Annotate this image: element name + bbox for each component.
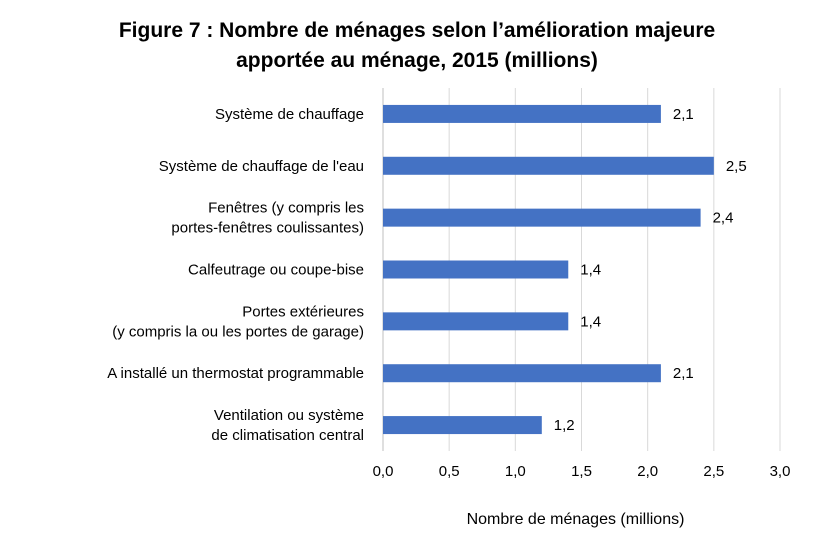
category-label: Système de chauffage bbox=[215, 106, 364, 123]
category-label: Fenêtres (y compris les portes-fenêtres c… bbox=[171, 200, 364, 237]
data-label: 2,1 bbox=[673, 106, 694, 123]
data-label: 2,4 bbox=[713, 210, 734, 227]
x-tick-label: 3,0 bbox=[770, 463, 791, 480]
category-labels: Système de chauffage Système de chauffage… bbox=[107, 106, 364, 444]
data-label: 1,4 bbox=[580, 313, 601, 330]
chart-title: Figure 7 : Nombre de ménages selon l’amé… bbox=[0, 16, 834, 76]
data-label: 2,1 bbox=[673, 365, 694, 382]
x-tick-label: 1,0 bbox=[505, 463, 526, 480]
x-tick-labels: 0,0 0,5 1,0 1,5 2,0 2,5 3,0 bbox=[373, 463, 791, 480]
category-label: Ventilation ou système de climatisation c… bbox=[211, 407, 364, 444]
x-tick-label: 1,5 bbox=[571, 463, 592, 480]
data-label: 1,2 bbox=[554, 417, 575, 434]
bar bbox=[383, 156, 714, 175]
gridlines bbox=[382, 88, 781, 451]
x-axis-title: Nombre de ménages (millions) bbox=[467, 511, 685, 528]
category-label: Système de chauffage de l'eau bbox=[159, 158, 364, 175]
data-label: 2,5 bbox=[726, 158, 747, 175]
bar bbox=[383, 312, 569, 331]
category-label: Portes extérieures (y compris la ou les p… bbox=[112, 303, 364, 340]
category-label: A installé un thermostat programmable bbox=[107, 365, 364, 382]
x-tick-label: 0,5 bbox=[439, 463, 460, 480]
bar bbox=[383, 416, 542, 435]
category-label: Calfeutrage ou coupe-bise bbox=[188, 262, 364, 279]
data-label: 1,4 bbox=[580, 262, 601, 279]
x-tick-label: 0,0 bbox=[373, 463, 394, 480]
bar bbox=[383, 208, 701, 227]
bars bbox=[383, 104, 714, 435]
bar bbox=[383, 364, 661, 383]
x-tick-label: 2,0 bbox=[637, 463, 658, 480]
x-tick-label: 2,5 bbox=[703, 463, 724, 480]
bar bbox=[383, 260, 569, 279]
chart-title-line-2: apportée au ménage, 2015 (millions) bbox=[236, 49, 598, 72]
chart-title-line-1: Figure 7 : Nombre de ménages selon l’amé… bbox=[118, 19, 716, 42]
data-labels: 2,1 2,5 2,4 1,4 1,4 2,1 1,2 bbox=[554, 106, 747, 434]
bar bbox=[383, 104, 661, 123]
